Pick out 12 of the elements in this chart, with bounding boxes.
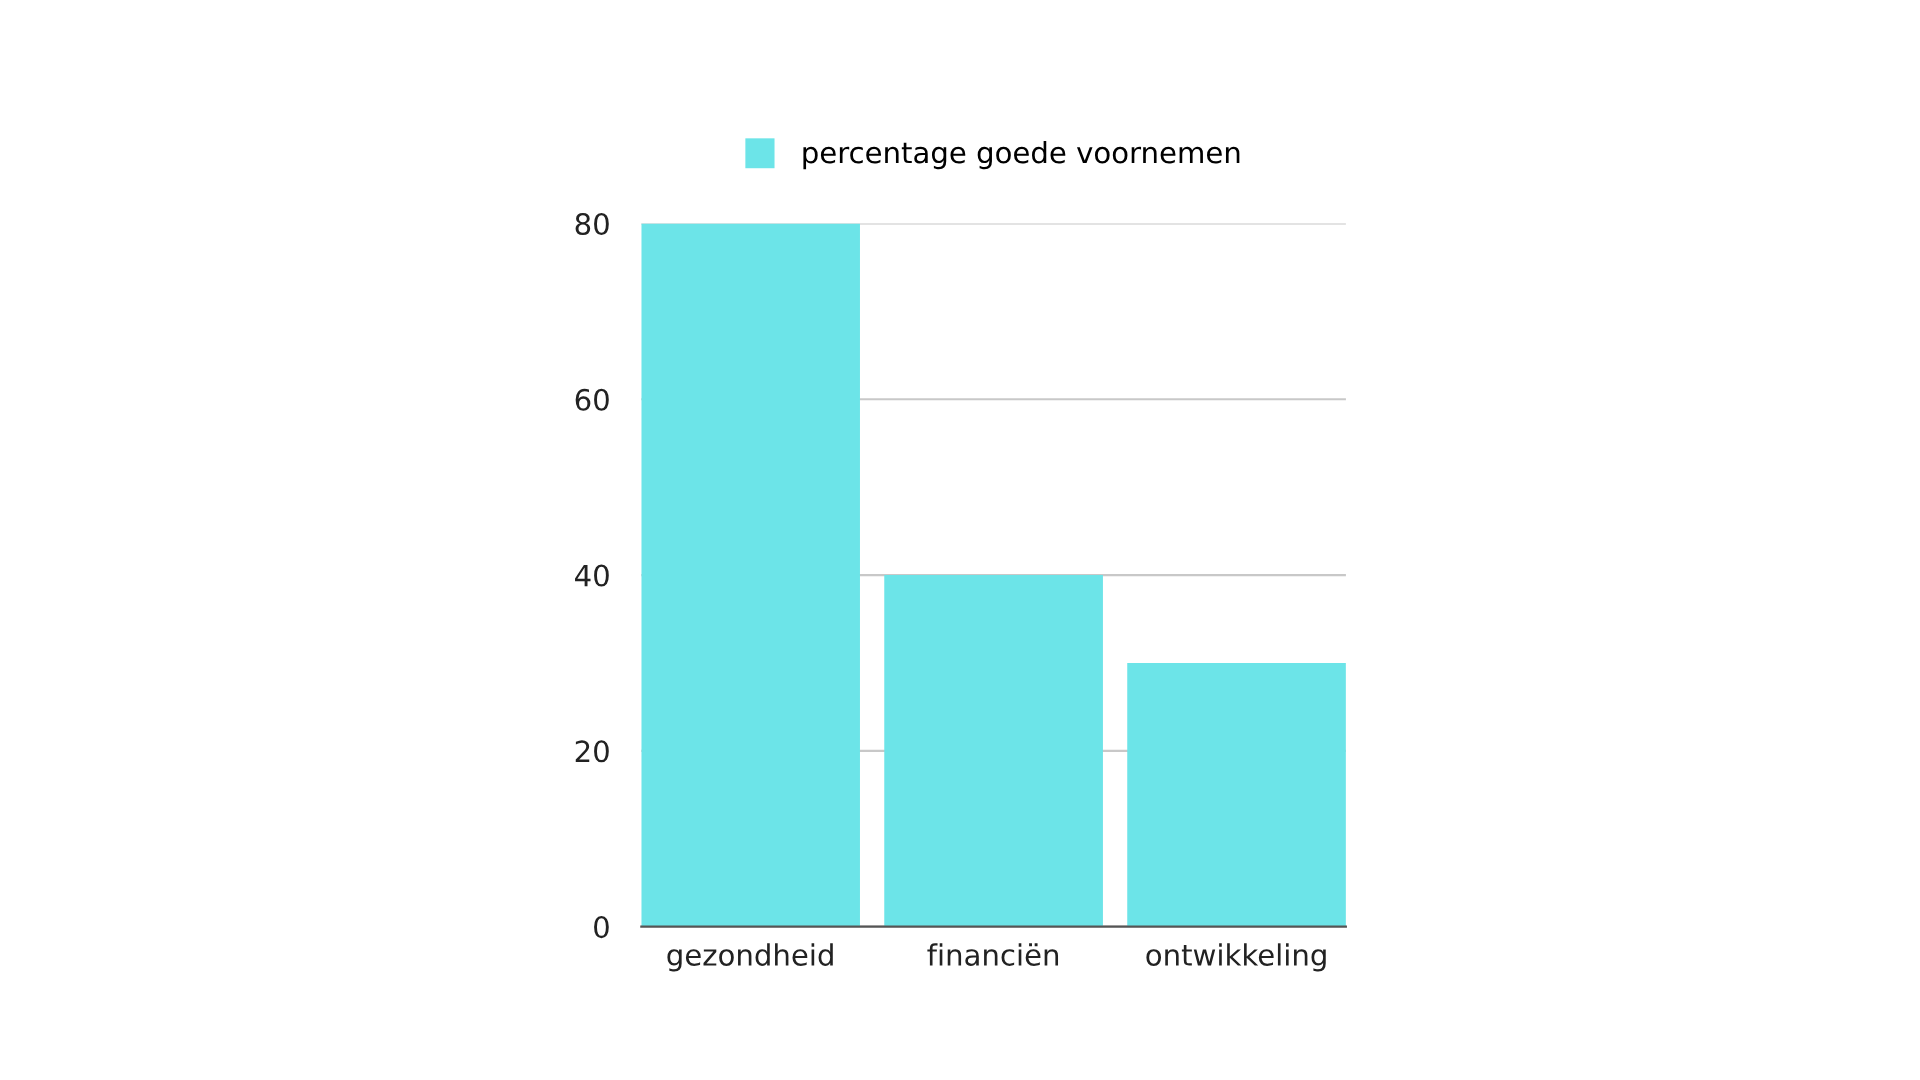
bar	[1127, 662, 1346, 927]
bar	[884, 575, 1103, 927]
x-tick-label: financiën	[927, 943, 1059, 966]
x-tick-label: ontwikkeling	[1146, 943, 1326, 972]
x-tick-label: gezondheid	[667, 943, 833, 972]
bar	[641, 223, 860, 927]
y-tick-label: 0	[594, 916, 609, 939]
y-tick-label: 60	[575, 388, 609, 411]
y-tick-label: 80	[575, 212, 609, 236]
y-tick-label: 40	[575, 564, 609, 587]
y-tick-label: 20	[575, 740, 609, 763]
legend-label: percentage goede voornemen	[803, 140, 1240, 170]
